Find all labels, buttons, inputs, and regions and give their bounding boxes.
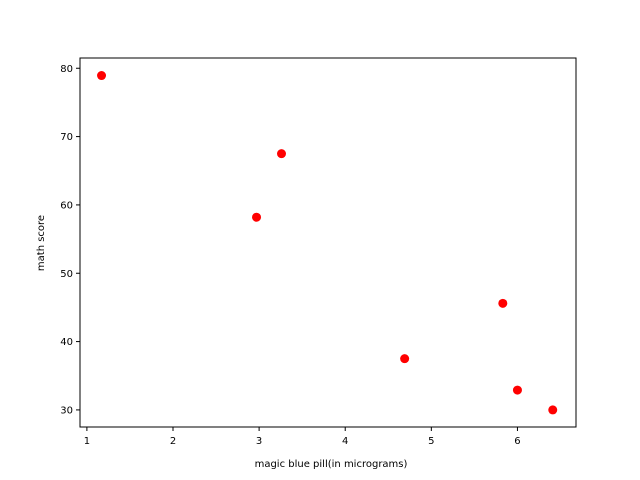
y-tick-label: 70 — [60, 132, 73, 143]
x-tick-label: 3 — [256, 436, 262, 447]
y-tick-label: 50 — [60, 269, 73, 280]
data-point — [548, 405, 558, 415]
y-tick-label: 40 — [60, 337, 73, 348]
y-tick-label: 80 — [60, 64, 73, 75]
x-tick-label: 2 — [170, 436, 176, 447]
x-axis-label: magic blue pill(in micrograms) — [255, 459, 408, 470]
axes-frame — [79, 57, 577, 428]
data-point — [97, 71, 107, 81]
data-point — [498, 298, 508, 308]
x-tick-label: 5 — [428, 436, 434, 447]
data-point — [277, 149, 286, 159]
y-tick-label: 30 — [60, 405, 73, 416]
y-axis-label: math score — [36, 215, 47, 271]
x-tick-label: 4 — [342, 436, 348, 447]
plot-area: 1 2 3 4 5 6 30 40 50 60 70 80 — [60, 57, 577, 447]
x-tick-label: 1 — [84, 436, 90, 447]
y-tick-label: 60 — [60, 200, 73, 211]
x-tick-label: 6 — [514, 436, 520, 447]
data-point — [512, 385, 522, 395]
data-point — [400, 354, 410, 364]
data-point — [252, 212, 262, 222]
